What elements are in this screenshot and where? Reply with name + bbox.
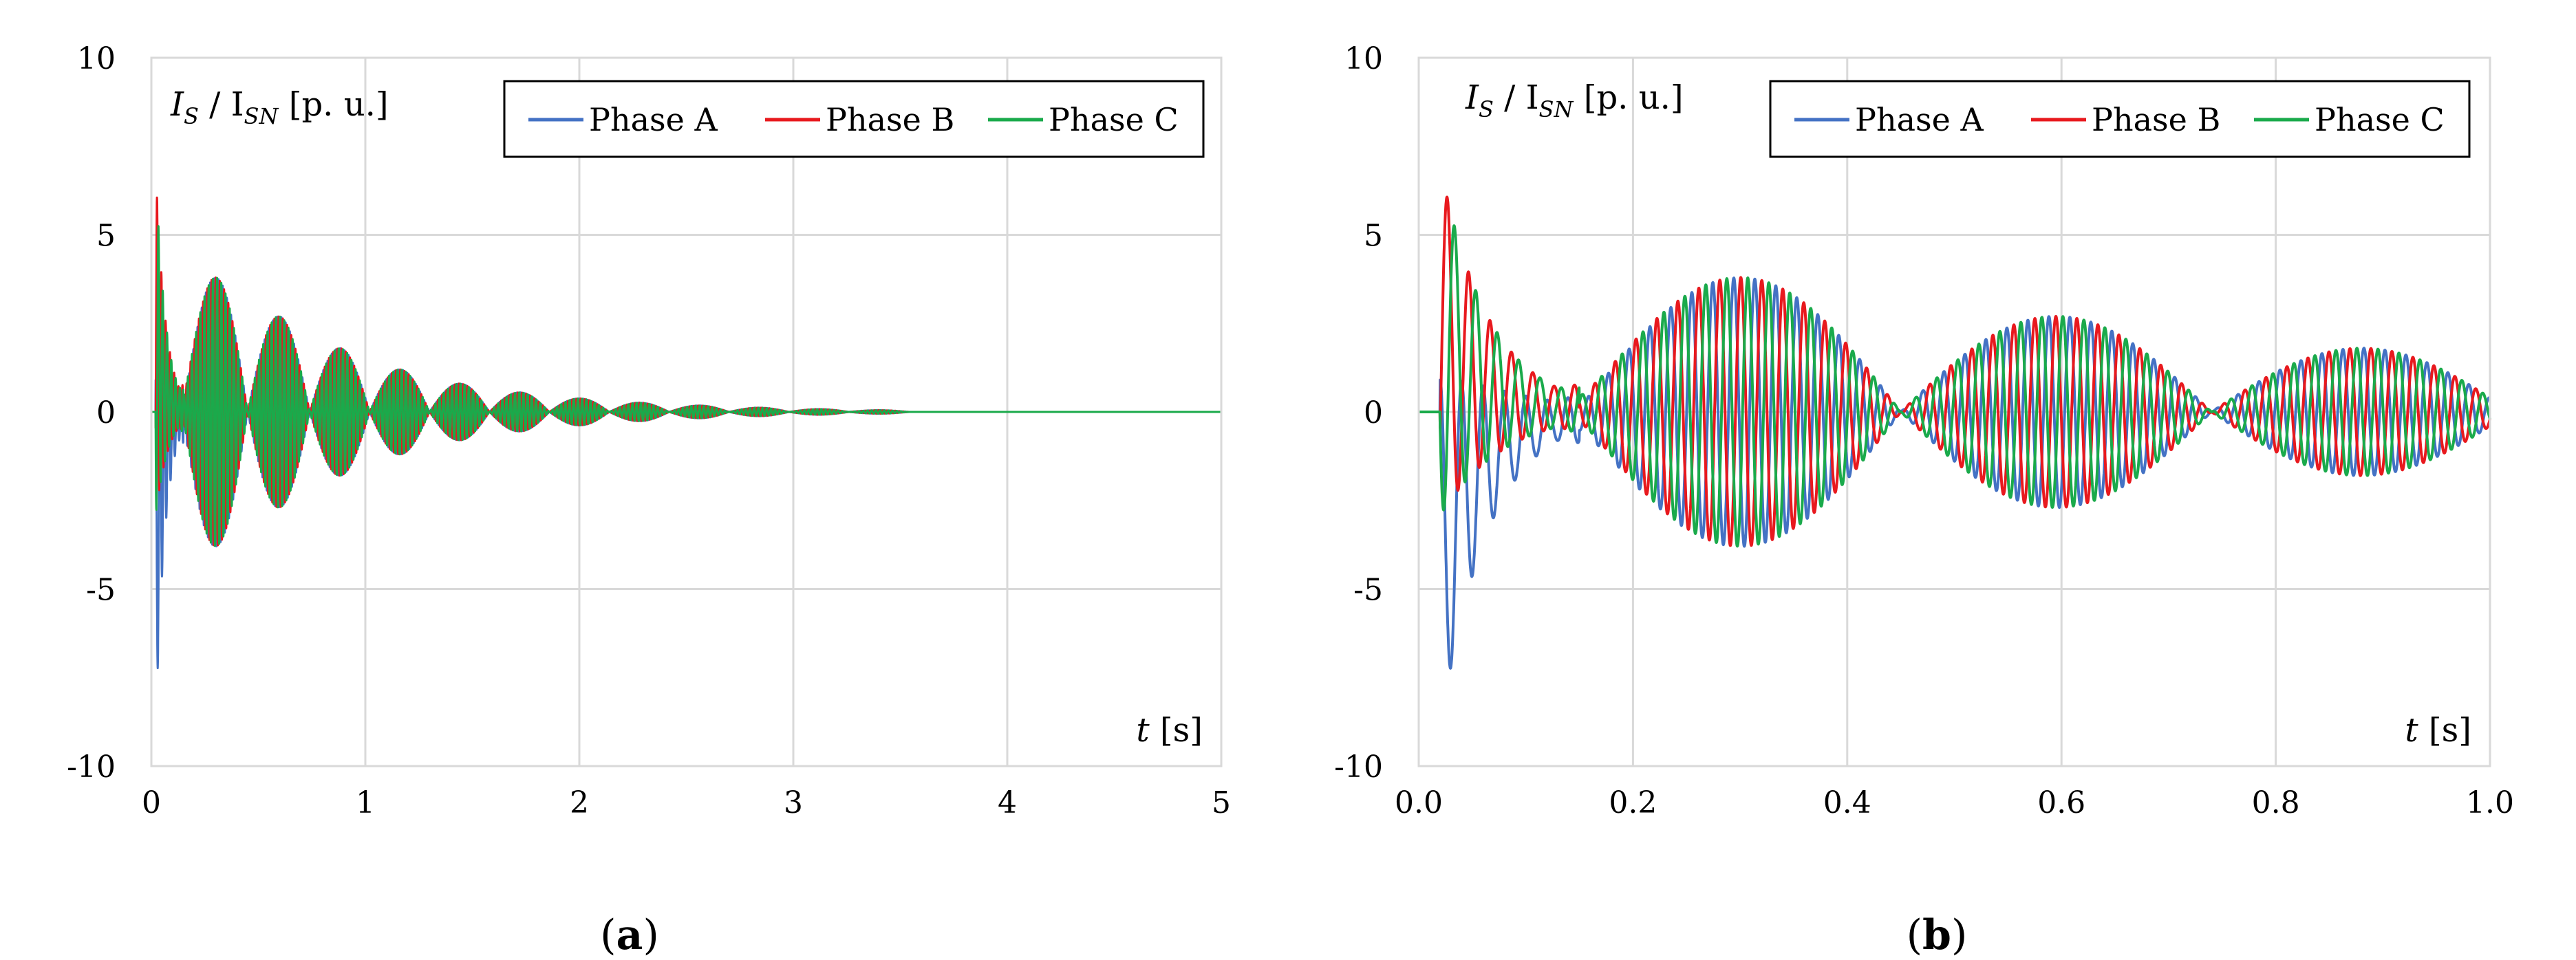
x-tick-label: 5 — [1212, 785, 1231, 820]
y-label-sub2: SN — [1539, 96, 1574, 122]
y-tick-label: 0 — [1364, 395, 1383, 430]
x-axis-label-a: t [s] — [1136, 711, 1203, 750]
legend-label-phase-b: Phase B — [2092, 101, 2220, 138]
legend-b: Phase A Phase B Phase C — [1769, 80, 2471, 158]
panel-label-a-close: ) — [643, 911, 658, 959]
y-tick-label: 5 — [1364, 219, 1383, 254]
ticks-b: 0.0 0.2 0.4 0.6 0.8 1.0 -10 -5 0 5 10 — [1334, 41, 2514, 820]
chart-panel-a: 0 1 2 3 4 5 -10 -5 0 5 10 IS / ISN [p. u.] t [s] P… — [67, 41, 1231, 959]
panel-label-b: (b) — [1907, 911, 1968, 959]
y-label-sub2: SN — [244, 103, 279, 129]
x-tick-label: 1 — [356, 785, 375, 820]
x-tick-label: 1.0 — [2466, 785, 2514, 820]
y-label-unit: [p. u.] — [278, 85, 388, 124]
legend-label-phase-b: Phase B — [826, 101, 954, 138]
series-a — [150, 196, 1223, 670]
y-tick-label: -10 — [67, 750, 116, 785]
series-line-phase-c — [1417, 224, 2491, 548]
y-tick-label: 10 — [1344, 41, 1383, 76]
x-tick-label: 0 — [142, 785, 161, 820]
series-b — [1417, 195, 2491, 670]
ticks-a: 0 1 2 3 4 5 -10 -5 0 5 10 — [67, 41, 1231, 820]
x-tick-label: 4 — [998, 785, 1017, 820]
y-label-main: I — [170, 85, 184, 124]
x-label-var: t — [2405, 711, 2418, 750]
x-tick-label: 0.4 — [1823, 785, 1871, 820]
y-tick-label: 5 — [96, 219, 116, 254]
legend-label-phase-c: Phase C — [1049, 101, 1179, 138]
y-label-sep: / I — [199, 85, 244, 124]
x-tick-label: 3 — [784, 785, 803, 820]
y-label-sep: / I — [1494, 78, 1539, 117]
legend-label-phase-c: Phase C — [2315, 101, 2445, 138]
y-label-sub1: S — [1479, 96, 1494, 122]
x-tick-label: 0.0 — [1395, 785, 1443, 820]
panel-label-a-open: ( — [600, 911, 616, 959]
y-label-main: I — [1465, 78, 1479, 117]
series-line-phase-c — [150, 225, 1223, 547]
y-tick-label: -5 — [86, 573, 116, 608]
y-tick-label: -5 — [1353, 573, 1383, 608]
x-label-var: t — [1136, 711, 1150, 750]
y-tick-label: 10 — [77, 41, 116, 76]
series-line-phase-a — [150, 277, 1223, 670]
plot-frame-b — [1417, 56, 2491, 767]
y-label-sub1: S — [184, 103, 199, 129]
y-axis-label-a: IS / ISN [p. u.] — [170, 85, 389, 129]
series-line-phase-b — [150, 196, 1223, 547]
x-axis-label-b: t [s] — [2405, 711, 2471, 750]
x-tick-label: 2 — [570, 785, 589, 820]
x-tick-label: 0.6 — [2037, 785, 2085, 820]
chart-panel-b: 0.0 0.2 0.4 0.6 0.8 1.0 -10 -5 0 5 10 IS / ISN [p.… — [1334, 41, 2514, 959]
legend-label-phase-a: Phase A — [1855, 101, 1984, 138]
y-tick-label: -10 — [1334, 750, 1383, 785]
panel-label-b-open: ( — [1907, 911, 1922, 959]
x-tick-label: 0.8 — [2252, 785, 2300, 820]
y-label-unit: [p. u.] — [1573, 78, 1683, 117]
panel-label-b-letter: b — [1922, 911, 1951, 959]
panel-label-a: (a) — [600, 911, 659, 959]
x-label-unit: [s] — [1150, 711, 1203, 750]
legend-box-a — [503, 80, 1205, 158]
legend-a: Phase A Phase B Phase C — [503, 80, 1205, 158]
legend-box-b — [1769, 80, 2471, 158]
panel-label-a-letter: a — [616, 911, 643, 959]
panel-label-b-close: ) — [1951, 911, 1967, 959]
grid-b — [1417, 56, 2491, 767]
plot-frame-a — [150, 56, 1223, 767]
series-line-phase-b — [1417, 195, 2491, 547]
x-label-unit: [s] — [2418, 711, 2471, 750]
y-tick-label: 0 — [96, 395, 116, 430]
x-tick-label: 0.2 — [1609, 785, 1657, 820]
series-line-phase-a — [1417, 276, 2491, 670]
y-axis-label-b: IS / ISN [p. u.] — [1465, 78, 1684, 122]
legend-label-phase-a: Phase A — [589, 101, 718, 138]
